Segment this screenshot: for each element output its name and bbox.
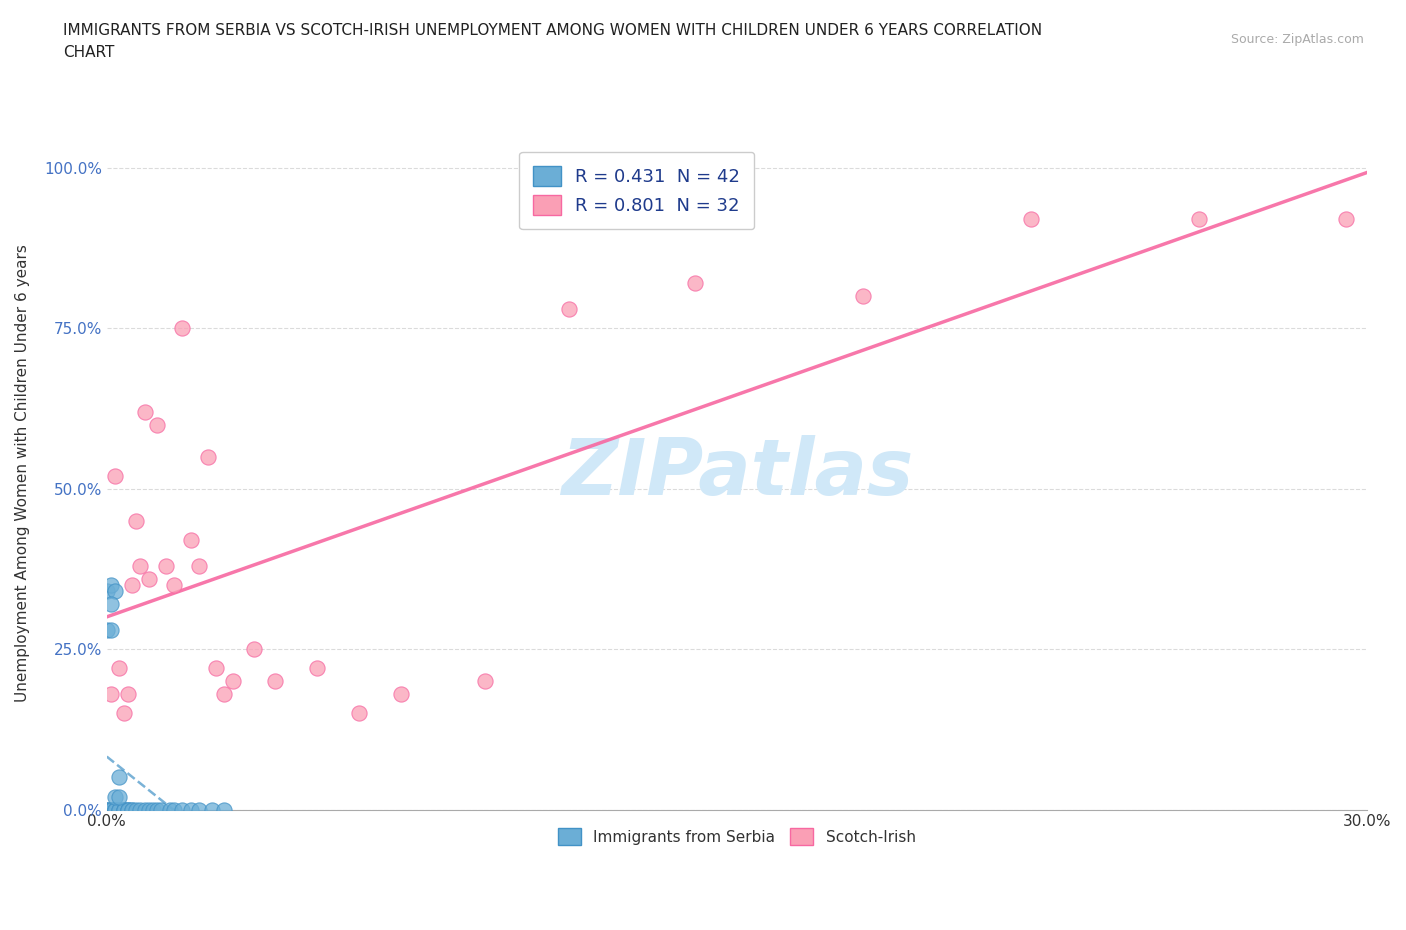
Point <box>112 802 135 817</box>
Point <box>108 661 131 676</box>
Point <box>1188 212 1211 227</box>
Point <box>214 686 236 701</box>
Point <box>104 802 127 817</box>
Point <box>188 802 211 817</box>
Point <box>205 661 228 676</box>
Point <box>222 674 245 689</box>
Point <box>129 802 152 817</box>
Point <box>242 642 264 657</box>
Point <box>214 802 236 817</box>
Point <box>100 686 122 701</box>
Point <box>112 802 135 817</box>
Point <box>201 802 224 817</box>
Point <box>100 597 122 612</box>
Point <box>121 802 143 817</box>
Point <box>172 802 194 817</box>
Point <box>180 802 202 817</box>
Point <box>96 802 118 817</box>
Point <box>172 321 194 336</box>
Point <box>108 770 131 785</box>
Point <box>112 802 135 817</box>
Point <box>108 790 131 804</box>
Point <box>305 661 328 676</box>
Point <box>125 802 148 817</box>
Point <box>163 802 186 817</box>
Point <box>117 802 139 817</box>
Point <box>558 301 581 316</box>
Point <box>197 449 219 464</box>
Point <box>117 802 139 817</box>
Point <box>852 289 875 304</box>
Point <box>104 802 127 817</box>
Legend: Immigrants from Serbia, Scotch-Irish: Immigrants from Serbia, Scotch-Irish <box>547 817 927 856</box>
Point <box>117 686 139 701</box>
Point <box>121 802 143 817</box>
Point <box>117 802 139 817</box>
Point <box>96 584 118 599</box>
Point <box>683 276 706 291</box>
Point <box>108 802 131 817</box>
Point <box>1334 212 1357 227</box>
Point <box>100 802 122 817</box>
Point <box>100 802 122 817</box>
Point <box>155 558 177 573</box>
Point <box>104 790 127 804</box>
Point <box>146 418 169 432</box>
Point <box>150 802 173 817</box>
Point <box>104 802 127 817</box>
Point <box>100 622 122 637</box>
Point <box>389 686 412 701</box>
Point <box>108 802 131 817</box>
Point <box>180 533 202 548</box>
Point <box>163 578 186 592</box>
Point <box>100 578 122 592</box>
Point <box>347 706 370 721</box>
Point <box>96 802 118 817</box>
Point <box>134 802 156 817</box>
Y-axis label: Unemployment Among Women with Children Under 6 years: Unemployment Among Women with Children U… <box>15 244 30 701</box>
Point <box>112 706 135 721</box>
Point <box>100 802 122 817</box>
Point <box>104 469 127 484</box>
Point <box>96 622 118 637</box>
Text: Source: ZipAtlas.com: Source: ZipAtlas.com <box>1230 33 1364 46</box>
Point <box>188 558 211 573</box>
Point <box>159 802 181 817</box>
Point <box>96 802 118 817</box>
Point <box>104 584 127 599</box>
Point <box>142 802 165 817</box>
Point <box>1019 212 1042 227</box>
Point <box>129 558 152 573</box>
Point <box>134 405 156 419</box>
Text: IMMIGRANTS FROM SERBIA VS SCOTCH-IRISH UNEMPLOYMENT AMONG WOMEN WITH CHILDREN UN: IMMIGRANTS FROM SERBIA VS SCOTCH-IRISH U… <box>63 23 1042 60</box>
Point <box>125 513 148 528</box>
Point <box>474 674 496 689</box>
Point <box>146 802 169 817</box>
Text: ZIPatlas: ZIPatlas <box>561 434 912 511</box>
Point <box>121 578 143 592</box>
Point <box>138 571 160 586</box>
Point <box>138 802 160 817</box>
Point <box>263 674 285 689</box>
